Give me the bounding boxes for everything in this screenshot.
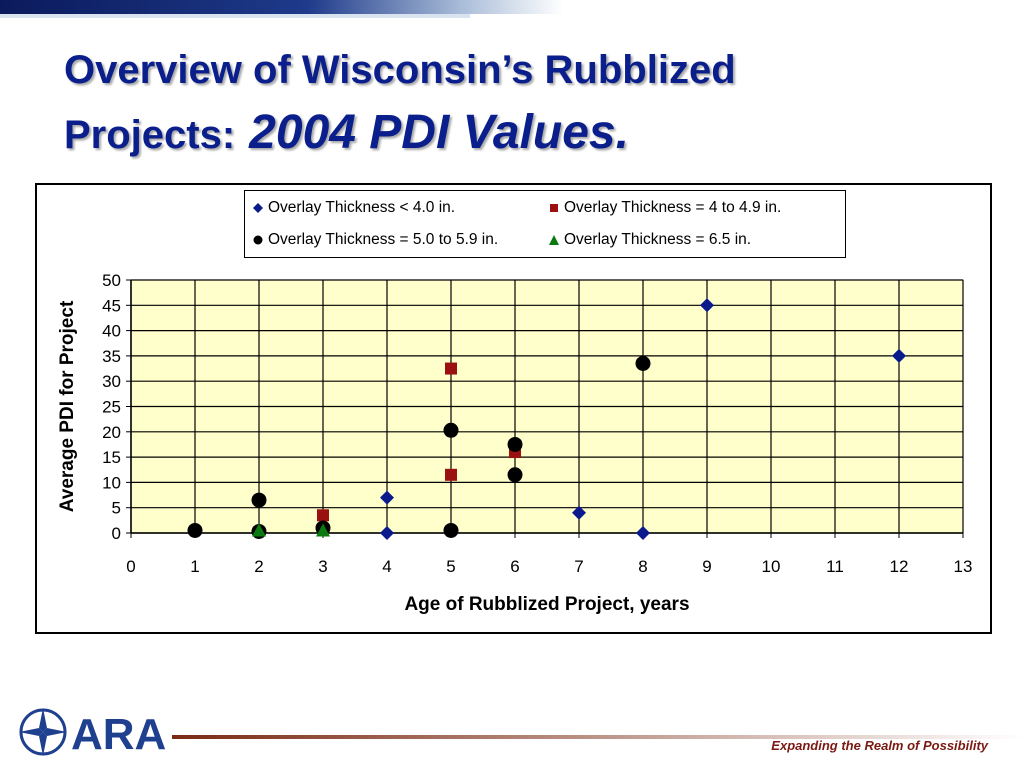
data-point-series-2 (445, 468, 457, 481)
x-tick-label: 1 (190, 557, 199, 576)
data-point-series-3 (187, 522, 203, 538)
header-banner (0, 0, 1024, 18)
square-marker-icon (550, 204, 558, 212)
footer-tagline: Expanding the Realm of Possibility (771, 738, 988, 753)
data-point-series-1 (380, 526, 394, 540)
legend-item-series-4: Overlay Thickness = 6.5 in. (549, 231, 751, 249)
legend-label: Overlay Thickness < 4.0 in. (268, 199, 456, 216)
logo-text: ARA (71, 710, 166, 759)
footer-divider (172, 735, 1024, 739)
x-tick-label: 0 (126, 557, 135, 576)
data-point-series-1 (700, 298, 714, 313)
title-subtitle: 2004 PDI Values. (249, 106, 629, 159)
x-tick-label: 8 (638, 557, 647, 576)
y-tick-label: 0 (112, 524, 121, 543)
compass-icon (19, 708, 67, 756)
slide-title: Overview of Wisconsin’s Rubblized Projec… (64, 42, 736, 170)
x-tick-label: 4 (382, 557, 391, 576)
x-tick-label: 5 (446, 557, 455, 576)
data-point-series-1 (380, 490, 394, 505)
legend-item-series-2: Overlay Thickness = 4 to 4.9 in. (549, 199, 781, 217)
y-tick-label: 5 (112, 499, 121, 518)
legend-item-series-3: Overlay Thickness = 5.0 to 5.9 in. (253, 231, 498, 249)
legend-label: Overlay Thickness = 5.0 to 5.9 in. (268, 231, 499, 248)
data-point-series-3 (507, 467, 523, 483)
data-points (187, 298, 906, 540)
data-point-series-3 (443, 422, 459, 438)
data-point-series-3 (251, 492, 267, 508)
y-tick-label: 45 (102, 296, 121, 315)
x-axis-label: Age of Rubblized Project, years (404, 594, 689, 615)
data-point-series-2 (445, 362, 457, 375)
x-tick-label: 7 (574, 557, 583, 576)
diamond-marker-icon (253, 203, 263, 213)
y-tick-label: 40 (102, 322, 121, 341)
data-point-series-3 (635, 355, 651, 371)
title-line-1: Overview of Wisconsin’s Rubblized (64, 48, 736, 92)
legend-item-series-1: Overlay Thickness < 4.0 in. (253, 199, 455, 217)
x-tick-label: 11 (826, 557, 844, 576)
y-tick-label: 50 (102, 271, 121, 290)
ara-logo: ARA (19, 708, 166, 759)
x-tick-label: 3 (318, 557, 327, 576)
y-tick-label: 10 (102, 473, 121, 492)
grid (130, 279, 964, 534)
data-point-series-4 (252, 523, 266, 537)
data-point-series-3 (443, 522, 459, 538)
y-tick-label: 25 (102, 398, 121, 417)
x-tick-label: 9 (702, 557, 711, 576)
x-tick-label: 10 (762, 557, 781, 576)
data-point-series-1 (572, 505, 586, 520)
title-line-2-label: Projects: (64, 113, 236, 157)
legend-label: Overlay Thickness = 4 to 4.9 in. (564, 199, 782, 216)
data-point-series-2 (317, 509, 329, 522)
y-tick-label: 30 (102, 372, 121, 391)
y-axis-label: Average PDI for Project (57, 300, 78, 512)
y-tick-label: 15 (102, 448, 121, 467)
data-point-series-1 (892, 348, 906, 363)
title-line-2: Projects: 2004 PDI Values. (64, 98, 736, 170)
x-tick-label: 2 (254, 557, 263, 576)
circle-marker-icon (253, 235, 263, 245)
y-tick-label: 20 (102, 423, 121, 442)
data-point-series-1 (636, 526, 650, 540)
legend-label: Overlay Thickness = 6.5 in. (564, 231, 752, 248)
x-tick-label: 12 (890, 557, 909, 576)
triangle-marker-icon (549, 235, 559, 245)
x-tick-label: 6 (510, 557, 519, 576)
y-tick-label: 35 (102, 347, 121, 366)
data-point-series-3 (507, 436, 523, 452)
chart-legend: Overlay Thickness < 4.0 in. Overlay Thic… (244, 190, 846, 258)
data-point-series-4 (316, 523, 330, 537)
x-tick-label: 13 (954, 557, 973, 576)
